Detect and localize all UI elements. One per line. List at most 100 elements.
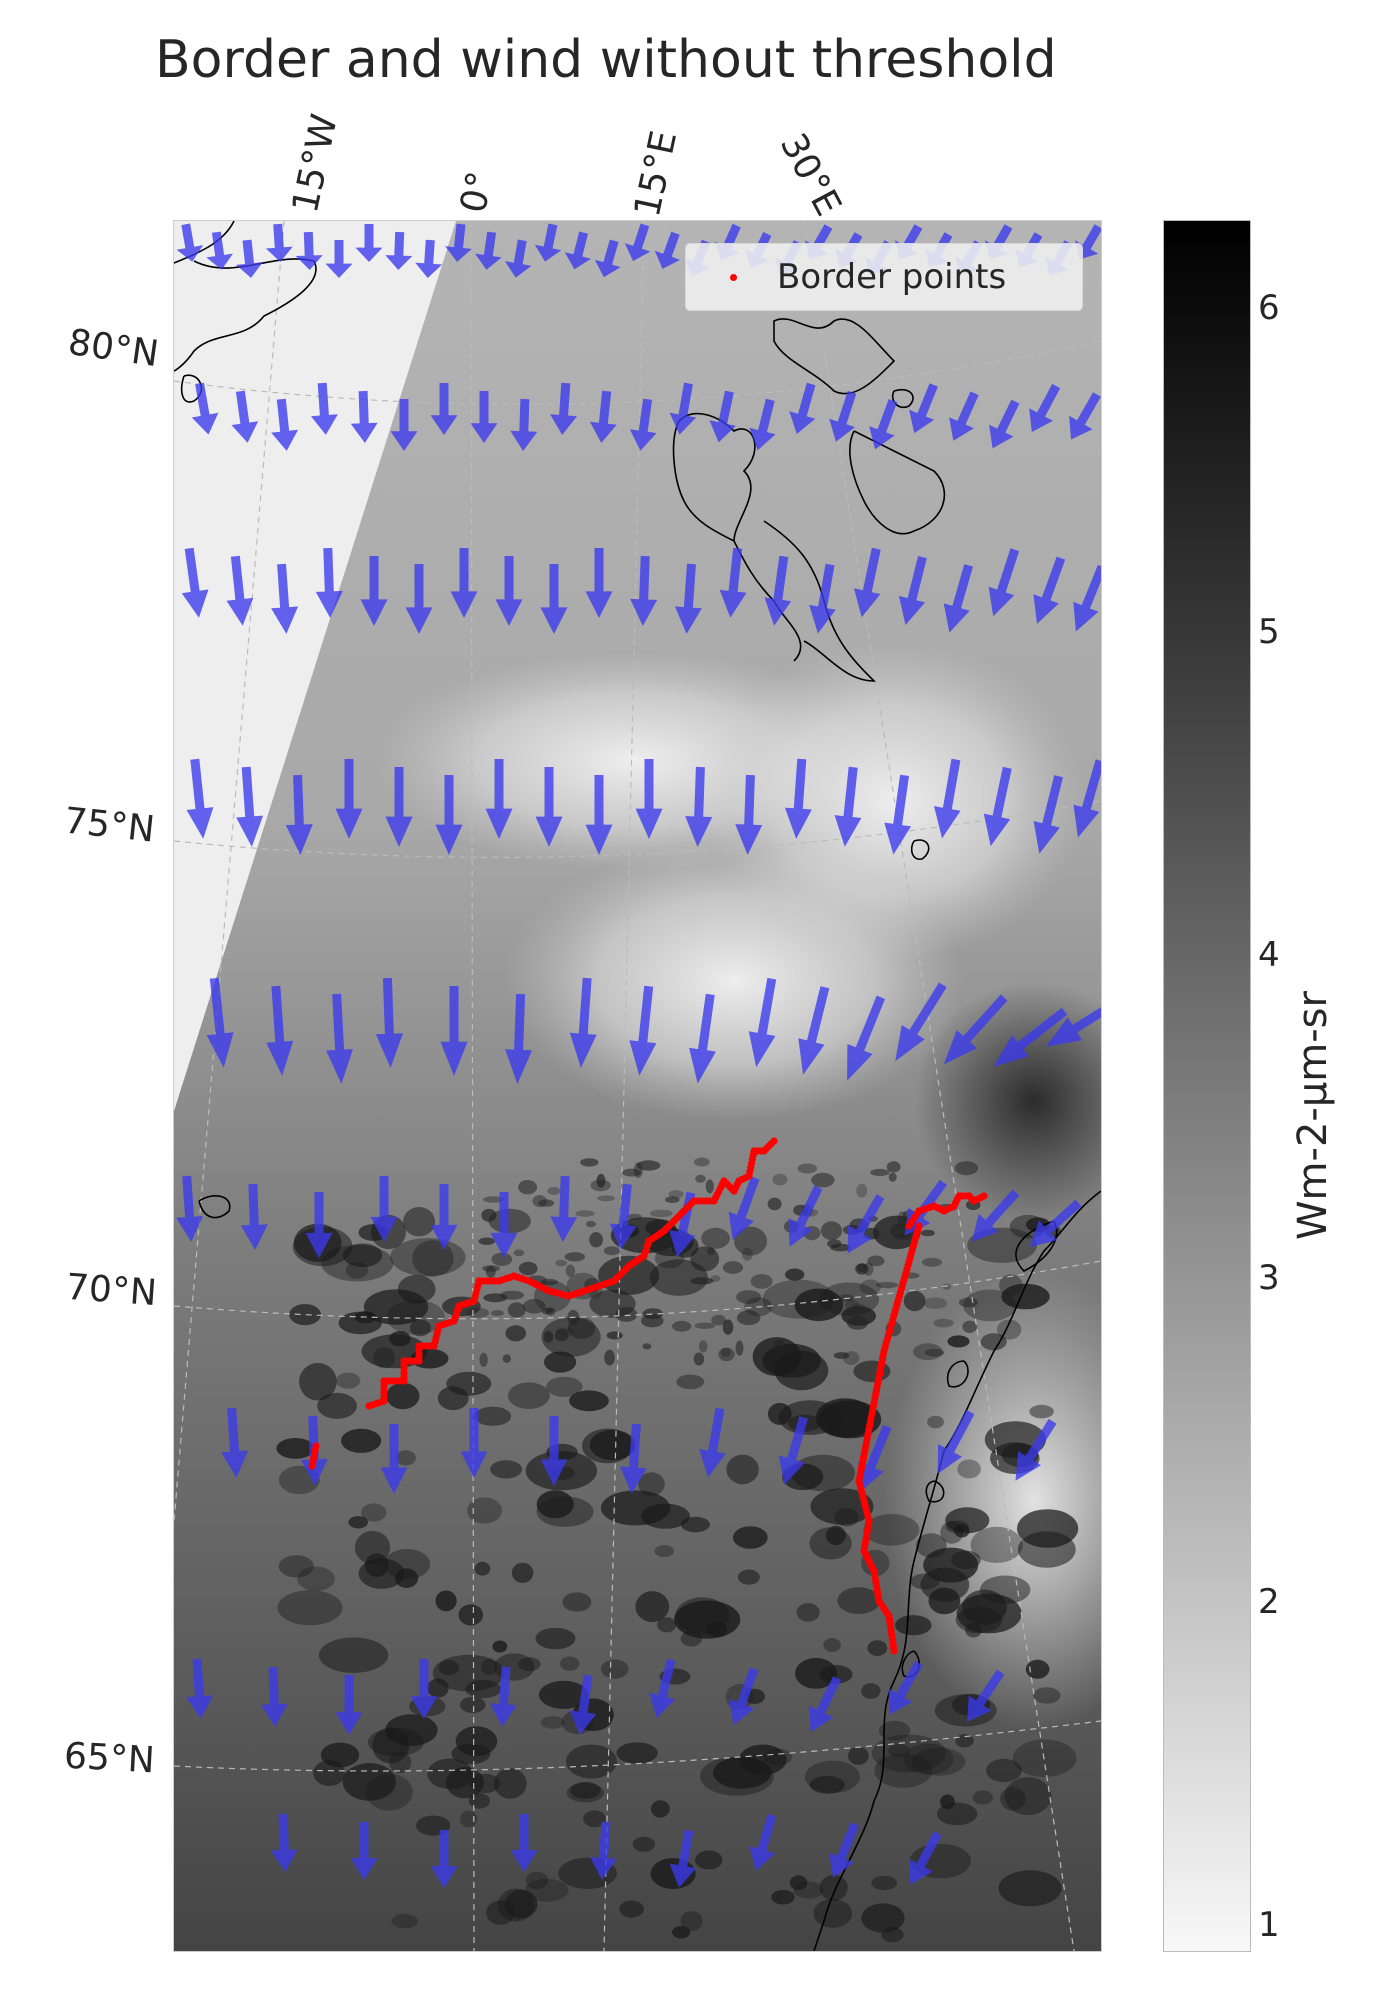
cloud-cell <box>456 1726 498 1756</box>
cloud-cell <box>467 1497 502 1523</box>
cloud-cell <box>514 1250 525 1257</box>
cloud-cell <box>923 1298 947 1309</box>
cloud-cell <box>616 1742 657 1763</box>
cloud-cell <box>723 1319 734 1334</box>
cloud-cell <box>633 1837 655 1852</box>
lon-label-30e: 30°E <box>772 127 849 223</box>
cloud-cell <box>947 1335 969 1347</box>
cloud-cell <box>299 1363 337 1401</box>
cloud-cell <box>699 1340 708 1352</box>
cloud-cell <box>569 1390 609 1411</box>
cloud-cell <box>541 1716 565 1729</box>
cloud-cell <box>721 1348 731 1357</box>
cloud-cell <box>601 1490 670 1525</box>
cloud-cell <box>289 1304 321 1325</box>
cloud-cell <box>525 1879 569 1902</box>
cloud-cell <box>343 1763 396 1801</box>
cloud-cell <box>676 1375 704 1390</box>
cloud-cell <box>681 1631 703 1647</box>
map-title: Border and wind without threshold <box>155 30 1057 90</box>
cloud-cell <box>834 1508 858 1526</box>
lat-label-75n: 75°N <box>62 800 157 850</box>
cloud-cell <box>651 1800 670 1817</box>
cloud-cell <box>465 1680 501 1698</box>
cloud-cell <box>493 1641 508 1653</box>
cloud-cell <box>469 1793 490 1809</box>
cloud-cell <box>810 1776 845 1794</box>
cloud-cell <box>922 1258 942 1267</box>
cloud-cell <box>847 1316 868 1330</box>
lon-label-15w: 15°W <box>285 111 346 217</box>
border-point <box>312 1442 319 1449</box>
cloud-cell <box>889 1173 897 1182</box>
cloud-cell <box>887 1161 901 1172</box>
cloud-cell <box>389 1331 411 1346</box>
cloud-cell <box>763 1280 836 1319</box>
cloud-cell <box>694 1158 710 1167</box>
cloud-cell <box>622 1169 641 1177</box>
cloud-cell <box>856 1184 867 1198</box>
cloud-cell <box>826 1526 846 1545</box>
cloud-cell <box>607 1331 623 1339</box>
cloud-cell <box>701 1228 730 1249</box>
cloud-cell <box>508 1382 550 1409</box>
cloud-cell <box>940 1521 963 1544</box>
cloud-cell <box>536 1628 576 1650</box>
cloud-cell <box>959 1298 978 1308</box>
cloud-cell <box>537 1490 574 1518</box>
cloud-cell <box>672 1321 691 1332</box>
cloud-cell <box>771 1890 795 1905</box>
cloud-cell <box>707 1247 715 1255</box>
cloud-cell <box>867 1640 887 1656</box>
cloud-cell <box>619 1901 644 1918</box>
cloud-cell <box>861 1683 880 1699</box>
cloud-cell <box>403 1207 435 1236</box>
cloud-cell <box>793 1882 823 1899</box>
legend-label: Border points <box>777 257 1006 297</box>
cloud-cell <box>479 1353 487 1367</box>
cloud-cell <box>962 1321 977 1333</box>
cloud-cell <box>1005 1777 1052 1815</box>
cloud-cell <box>751 1274 773 1289</box>
cloud-cell <box>695 1175 706 1183</box>
cloud-cell <box>973 1791 993 1805</box>
cloud-cell <box>439 1660 459 1675</box>
cloud-cell <box>313 1760 345 1786</box>
cloud-cell <box>580 1158 598 1166</box>
cloud-cell <box>590 1430 636 1460</box>
cloud-cell <box>427 1679 448 1698</box>
cloud-cell <box>1029 1405 1053 1419</box>
cloud-cell <box>737 1310 761 1325</box>
cloud-cell <box>691 1277 714 1284</box>
cloud-cell <box>736 1341 744 1356</box>
cloud-cell <box>627 1214 642 1220</box>
cloud-cell <box>888 1744 909 1757</box>
cloud-cell <box>1013 1740 1077 1778</box>
cloud-cell <box>392 1914 418 1928</box>
cloud-cell <box>823 1638 841 1652</box>
cloud-cell <box>597 1195 615 1201</box>
colorbar-tick-2: 2 <box>1258 1582 1280 1622</box>
cloud-cell <box>820 1875 848 1901</box>
cloud-cell <box>567 1783 604 1803</box>
cloud-cell <box>490 1460 522 1478</box>
cloud-cell <box>427 1759 473 1790</box>
cloud-cell <box>843 1351 859 1365</box>
cloud-cell <box>494 1653 535 1680</box>
cloud-cell <box>779 1400 842 1435</box>
cloud-cell <box>276 1438 314 1459</box>
cloud-cell <box>798 1164 818 1174</box>
cloud-cell <box>871 1876 897 1890</box>
cloud-cell <box>768 1198 782 1211</box>
cloud-cell <box>894 1234 915 1241</box>
cloud-cell <box>279 1555 314 1577</box>
cloud-cell <box>598 1256 659 1295</box>
lon-label-0: 0° <box>453 168 502 217</box>
cloud-cell <box>460 1697 486 1713</box>
cloud-cell <box>348 1516 368 1528</box>
cloud-cell <box>695 1323 715 1329</box>
cloud-cell <box>589 1232 603 1247</box>
lat-label-65n: 65°N <box>63 1736 156 1782</box>
cloud-cell <box>481 1209 496 1222</box>
cloud-cell <box>518 1180 537 1194</box>
